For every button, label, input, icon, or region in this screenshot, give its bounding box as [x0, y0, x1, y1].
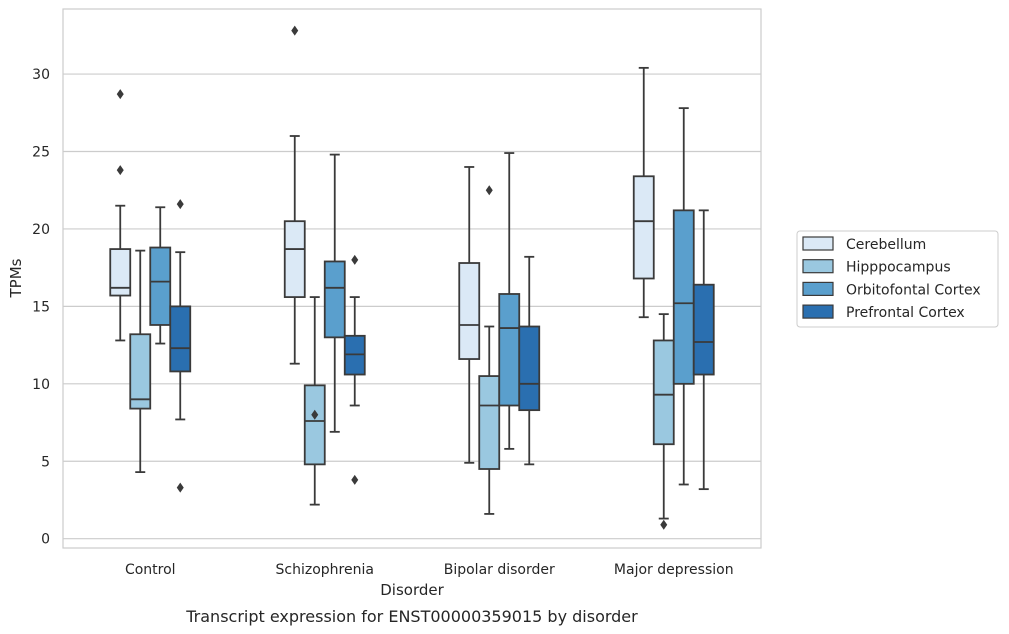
grid-lines: [63, 73, 761, 540]
y-tick-label: 20: [32, 222, 50, 238]
chart-caption: Transcript expression for ENST0000035901…: [185, 607, 638, 626]
y-tick-label: 0: [41, 532, 50, 548]
outlier-point: [291, 25, 299, 36]
box-iqr: [169, 305, 192, 373]
box-control: [129, 249, 152, 474]
box-schizophrenia: [303, 296, 326, 506]
x-tick-label: Control: [125, 562, 176, 578]
box-iqr: [498, 293, 521, 407]
outlier-point: [116, 89, 124, 100]
outlier-point: [176, 199, 184, 210]
y-tick-label: 15: [32, 299, 50, 315]
box-bipolar-disorder: [478, 185, 501, 515]
box-iqr: [323, 260, 346, 339]
box-schizophrenia: [323, 153, 346, 433]
legend-frame: [796, 230, 999, 328]
legend-swatch: [802, 259, 834, 274]
box-bipolar-disorder: [498, 152, 521, 450]
box-iqr: [458, 262, 481, 360]
series-hipppocampus: [129, 185, 675, 530]
box-iqr: [692, 283, 715, 376]
box-iqr: [283, 220, 306, 298]
legend-entry: Cerebellum: [846, 237, 926, 253]
x-tick-label: Bipolar disorder: [444, 562, 555, 578]
box-iqr: [652, 339, 675, 446]
y-axis-label: TPMs: [7, 258, 25, 298]
outlier-point: [485, 185, 493, 196]
series-orbitofontal-cortex: [149, 107, 695, 486]
box-iqr: [303, 384, 326, 466]
box-iqr: [109, 248, 132, 297]
legend-swatch: [802, 236, 834, 251]
outlier-point: [660, 519, 668, 530]
outlier-point: [351, 254, 359, 265]
y-tick-label: 25: [32, 144, 50, 160]
box-series: [109, 25, 715, 530]
legend-entry: Orbitofontal Cortex: [846, 282, 981, 298]
x-tick-label: Major depression: [614, 562, 734, 578]
box-major-depression: [692, 209, 715, 491]
box-iqr: [518, 325, 541, 412]
box-iqr: [672, 209, 695, 385]
box-control: [149, 206, 172, 345]
box-major-depression: [672, 107, 695, 486]
box-iqr: [632, 175, 655, 280]
legend-swatch: [802, 281, 834, 296]
legend: Cerebellum Hipppocampus Orbitofontal Corte…: [796, 230, 999, 328]
outlier-point: [351, 474, 359, 485]
legend-entry: Prefrontal Cortex: [846, 305, 965, 321]
box-bipolar-disorder: [458, 166, 481, 464]
outlier-point: [176, 482, 184, 493]
series-prefrontal-cortex: [169, 199, 715, 493]
box-control: [109, 89, 132, 342]
y-tick-label: 5: [41, 454, 50, 470]
box-control: [169, 199, 192, 493]
x-tick-labels: Control Schizophrenia Bipolar disorder Majo…: [125, 562, 734, 578]
series-cerebellum: [109, 25, 655, 464]
box-schizophrenia: [283, 25, 306, 365]
box-bipolar-disorder: [518, 255, 541, 466]
x-tick-label: Schizophrenia: [276, 562, 374, 578]
box-iqr: [478, 375, 501, 470]
x-axis-label: Disorder: [380, 581, 444, 599]
y-tick-label: 30: [32, 67, 50, 83]
legend-swatch: [802, 304, 834, 319]
y-tick-label: 10: [32, 377, 50, 393]
y-tick-labels: 0 5 10 15 20 25 30: [32, 67, 50, 548]
box-iqr: [149, 246, 172, 326]
box-iqr: [129, 333, 152, 410]
box-major-depression: [652, 313, 675, 530]
box-major-depression: [632, 66, 655, 319]
outlier-point: [116, 165, 124, 176]
outlier-point: [311, 409, 319, 420]
box-schizophrenia: [343, 254, 366, 485]
legend-entry: Hipppocampus: [846, 260, 951, 276]
